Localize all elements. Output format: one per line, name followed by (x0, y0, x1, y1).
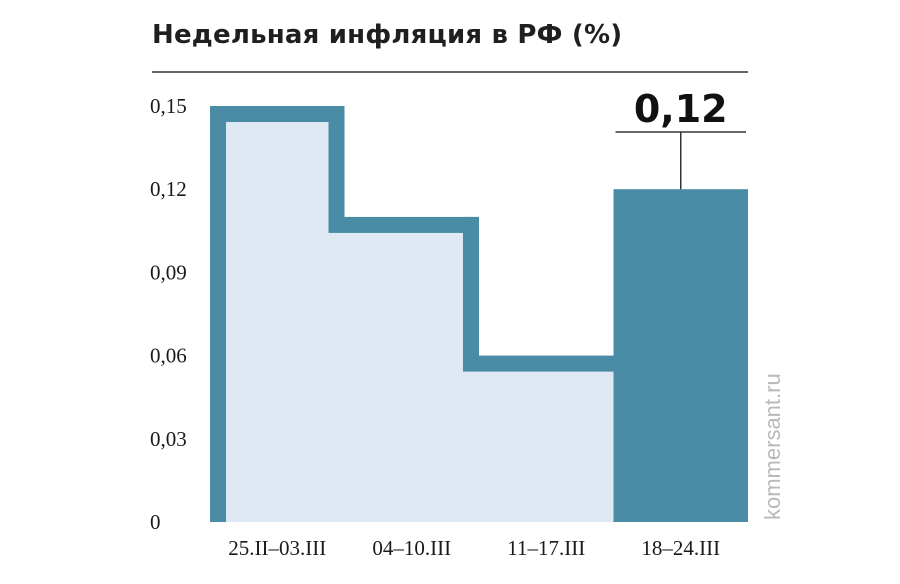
highlight-callout: 0,12 (615, 87, 746, 190)
source-credit: kommersant.ru (760, 373, 785, 520)
x-category-label: 04–10.III (372, 536, 451, 560)
outline-left-edge (210, 106, 226, 522)
x-axis-labels: 25.II–03.III 04–10.III 11–17.III 18–24.III (228, 536, 720, 560)
y-tick-label: 0,06 (150, 344, 187, 368)
bar-2-top-edge (344, 216, 479, 233)
bar-4 (613, 189, 748, 522)
y-tick-label: 0,09 (150, 260, 187, 284)
x-category-label: 11–17.III (507, 536, 585, 560)
bar-1 (210, 106, 345, 522)
y-tick-label: 0,15 (150, 94, 187, 118)
outline-step-2 (463, 216, 479, 372)
bar-1-top-edge (210, 106, 345, 122)
y-tick-label: 0 (150, 510, 161, 534)
bars-group (210, 106, 748, 522)
x-category-label: 25.II–03.III (228, 536, 326, 560)
y-tick-label: 0,12 (150, 177, 187, 201)
y-axis-ticks: 0 0,03 0,06 0,09 0,12 0,15 (150, 94, 187, 534)
bar-3 (479, 355, 614, 522)
y-tick-label: 0,03 (150, 427, 187, 451)
x-category-label: 18–24.III (641, 536, 720, 560)
bar-3-top-edge (479, 355, 614, 372)
outline-step-1 (328, 106, 345, 233)
callout-value-label: 0,12 (634, 87, 728, 131)
chart-title: Недельная инфляция в РФ (%) (152, 20, 623, 50)
bar-2 (344, 216, 479, 522)
